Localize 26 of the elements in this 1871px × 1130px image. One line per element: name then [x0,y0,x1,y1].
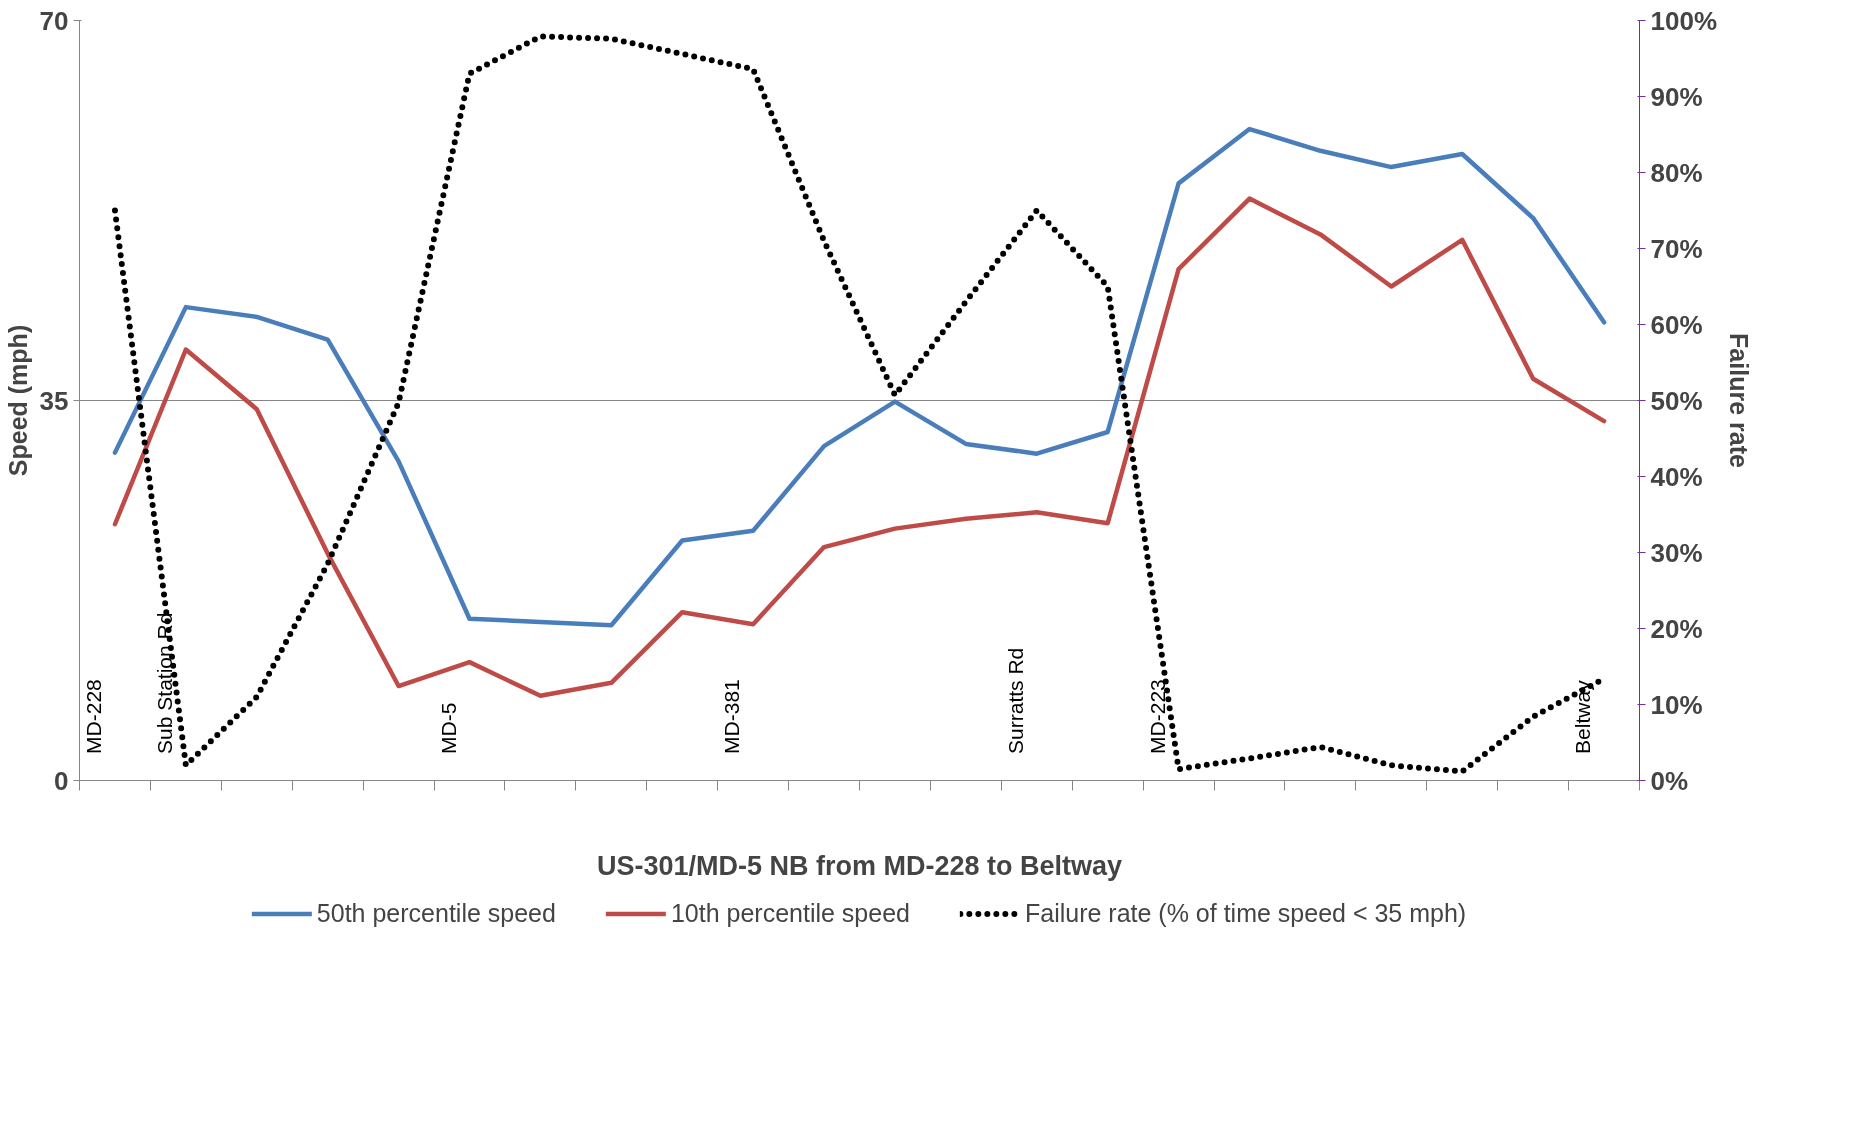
legend-label: Failure rate (% of time speed < 35 mph) [1024,898,1467,928]
legend-label: 10th percentile speed [670,898,910,928]
y-tick-label: 35 [39,385,69,416]
y-tick-label: 0 [54,765,69,796]
x-tick-label: MD-223 [1145,679,1169,754]
x-tick-label: MD-5 [436,702,460,754]
x-tick-label: Surratts Rd [1004,647,1027,754]
y2-tick-label: 20% [1650,613,1703,644]
y2-tick-label: 50% [1650,385,1703,416]
y2-tick-label: 40% [1650,461,1703,492]
y2-tick-label: 10% [1650,689,1703,720]
y2-tick-label: 100% [1650,5,1717,36]
y2-tick-label: 70% [1650,233,1703,264]
x-axis-title: US-301/MD-5 NB from MD-228 to Beltway [596,850,1123,881]
legend-label: 50th percentile speed [316,898,556,928]
y2-tick-label: 80% [1650,157,1703,188]
x-tick-label: Beltway [1571,679,1595,754]
y-tick-label: 70 [39,5,69,36]
y2-tick-label: 60% [1650,309,1703,340]
x-tick-label: MD-228 [82,679,106,754]
y-axis-title: Speed (mph) [3,324,32,477]
y2-axis-title: Failure rate [1725,333,1753,468]
x-tick-label: MD-381 [720,679,744,754]
y2-tick-label: 90% [1650,81,1703,112]
y2-tick-label: 30% [1650,537,1703,568]
y2-tick-label: 0% [1650,765,1689,796]
